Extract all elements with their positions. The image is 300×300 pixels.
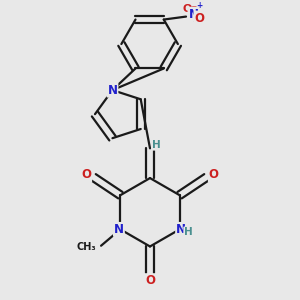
Text: +: + [196, 1, 202, 10]
Text: H: H [152, 140, 161, 150]
Text: O⁻: O⁻ [183, 4, 198, 14]
Text: N: N [107, 84, 118, 97]
Text: N: N [114, 223, 124, 236]
Text: N: N [188, 8, 199, 21]
Text: O: O [209, 169, 219, 182]
Text: O: O [194, 12, 204, 25]
Text: O: O [81, 169, 91, 182]
Text: H: H [184, 227, 193, 237]
Text: O: O [145, 274, 155, 287]
Text: CH₃: CH₃ [76, 242, 96, 252]
Text: N: N [176, 223, 186, 236]
